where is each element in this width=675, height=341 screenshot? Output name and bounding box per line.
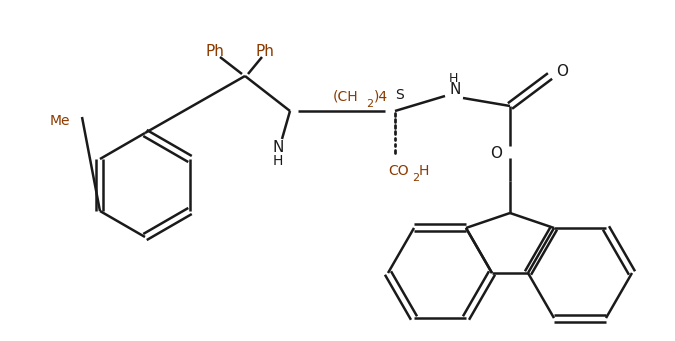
Text: (CH: (CH [333,90,358,104]
Text: H: H [419,164,429,178]
Text: N: N [272,139,284,154]
Text: Ph: Ph [206,44,224,59]
Text: )4: )4 [374,90,388,104]
Text: H: H [273,154,284,168]
Text: H: H [448,72,458,85]
Text: O: O [490,147,502,162]
Text: 2: 2 [366,99,373,109]
Text: 2: 2 [412,173,419,183]
Text: O: O [556,64,568,79]
Text: CO: CO [388,164,408,178]
Text: Me: Me [50,114,70,128]
Text: S: S [396,88,404,102]
Text: N: N [450,83,460,98]
Text: Ph: Ph [256,44,275,59]
